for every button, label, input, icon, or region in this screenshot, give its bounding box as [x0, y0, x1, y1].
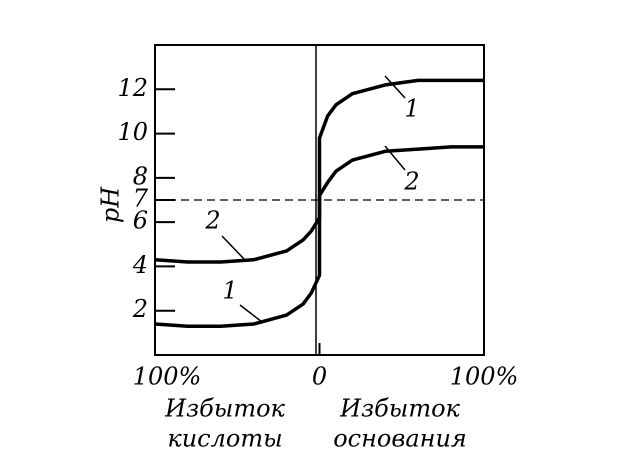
- acid-label: Избыток: [164, 395, 285, 423]
- y-tick-label: 7: [133, 185, 149, 213]
- y-tick-label: 2: [132, 295, 148, 323]
- curve-label: 1: [222, 277, 237, 305]
- y-axis-label: pH: [97, 186, 125, 223]
- curve-label: 2: [204, 207, 220, 235]
- curve-label: 2: [403, 168, 419, 196]
- curve: [154, 145, 484, 264]
- y-tick-label: 12: [117, 74, 148, 102]
- label-leader: [221, 235, 246, 261]
- y-tick-label: 4: [132, 251, 148, 279]
- label-leader: [239, 304, 263, 323]
- label-leader: [384, 145, 406, 171]
- curve-label: 1: [404, 95, 419, 123]
- x-tick-label: 0: [312, 363, 327, 391]
- base-label: основания: [333, 425, 467, 453]
- x-tick-label: 100%: [133, 363, 202, 391]
- y-tick-label: 8: [133, 162, 148, 190]
- acid-label: кислоты: [167, 425, 282, 453]
- label-leader: [384, 75, 406, 99]
- y-tick-label: 6: [133, 207, 148, 235]
- base-label: Избыток: [339, 395, 460, 423]
- y-tick-label: 10: [117, 118, 148, 146]
- x-tick-label: 100%: [450, 363, 519, 391]
